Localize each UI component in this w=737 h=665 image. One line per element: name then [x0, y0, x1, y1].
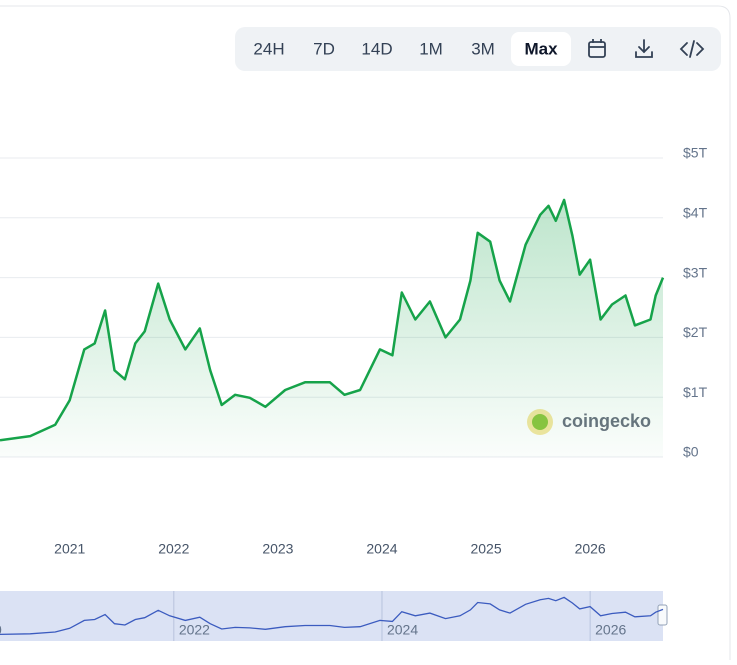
range-button[interactable]: Max — [524, 39, 558, 58]
navigator-tick-label: 2026 — [595, 622, 626, 638]
x-tick-label: 2024 — [366, 541, 397, 557]
x-tick-label: 2025 — [470, 541, 501, 557]
y-tick-label: $5T — [683, 145, 708, 161]
range-button[interactable]: 1M — [419, 39, 443, 58]
navigator-tick-label: 2022 — [179, 622, 210, 638]
y-tick-label: $1T — [683, 384, 708, 400]
x-tick-label: 2021 — [54, 541, 85, 557]
line — [0, 198, 665, 442]
navigator-tick-label: 2024 — [387, 622, 418, 638]
navigator-handle[interactable] — [657, 604, 668, 626]
calendar-button[interactable] — [588, 39, 606, 58]
y-tick-label: $2T — [683, 324, 708, 340]
area — [0, 199, 663, 457]
navigator[interactable] — [0, 591, 663, 641]
navigator-plot: 2020 2022 2024 2026 — [0, 591, 664, 641]
range-button[interactable]: 7D — [313, 39, 335, 58]
embed-button[interactable] — [679, 40, 705, 58]
y-tick-label: $3T — [683, 264, 708, 280]
download-button[interactable] — [635, 39, 653, 58]
range-button[interactable]: 3M — [471, 39, 495, 58]
x-tick-label: 2023 — [262, 541, 293, 557]
range-button[interactable]: 24H — [253, 39, 284, 58]
card-border — [0, 5, 731, 660]
range-button-active[interactable] — [511, 32, 571, 66]
y-tick-label: $4T — [683, 205, 708, 221]
x-tick-label: 2022 — [158, 541, 189, 557]
y-tick-label: $0 — [683, 444, 699, 460]
range-button[interactable]: 14D — [361, 39, 392, 58]
x-tick-label: 2026 — [575, 541, 606, 557]
toolbar — [235, 27, 721, 71]
navigator-tick-label: 2020 — [0, 622, 2, 638]
navigator-line — [0, 596, 664, 636]
